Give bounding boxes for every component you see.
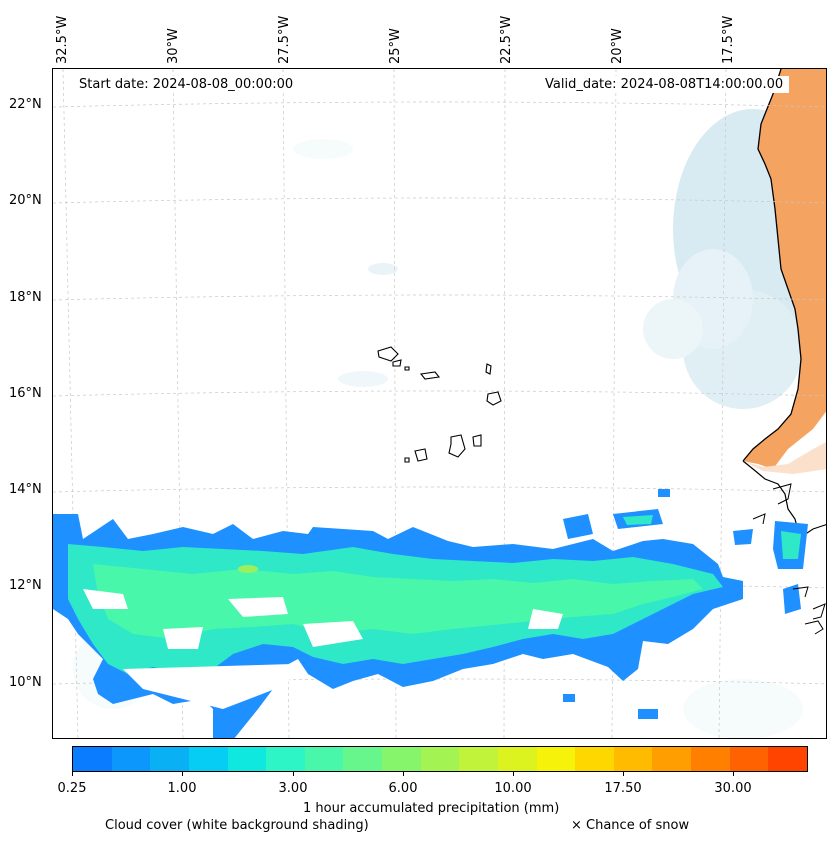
colorbar-tickmark <box>72 772 73 776</box>
colorbar-segment-10 <box>459 747 498 771</box>
colorbar-tick-0.25: 0.25 <box>57 781 87 796</box>
colorbar-segment-16 <box>691 747 730 771</box>
colorbar-tick-1.00: 1.00 <box>167 781 197 796</box>
colorbar-tick-3.00: 3.00 <box>278 781 308 796</box>
colorbar-segment-8 <box>382 747 421 771</box>
colorbar-tickmark <box>293 772 294 776</box>
snow-legend: × Chance of snow <box>571 818 690 833</box>
lat-label-18n: 18°N <box>9 290 42 305</box>
colorbar-segment-13 <box>575 747 614 771</box>
colorbar-segment-0 <box>73 747 112 771</box>
lon-label-30w: 30°W <box>166 28 181 64</box>
lon-label-22.5w: 22.5°W <box>499 15 514 64</box>
colorbar-segment-1 <box>111 747 151 771</box>
colorbar-tickmark <box>513 772 514 776</box>
colorbar-segment-11 <box>497 747 537 771</box>
colorbar-segment-17 <box>729 747 769 771</box>
lat-label-16n: 16°N <box>9 386 42 401</box>
colorbar-segment-18 <box>768 747 807 771</box>
map-canvas <box>53 69 826 738</box>
colorbar-tickmark <box>403 772 404 776</box>
lon-label-17.5w: 17.5°W <box>721 15 736 64</box>
precipitation-colorbar <box>72 746 808 772</box>
map-panel[interactable] <box>52 68 827 739</box>
colorbar-tick-17.50: 17.50 <box>604 781 642 796</box>
colorbar-tick-30.00: 30.00 <box>714 781 752 796</box>
lon-label-25w: 25°W <box>388 28 403 64</box>
lat-label-12n: 12°N <box>9 578 42 593</box>
lon-label-20w: 20°W <box>610 28 625 64</box>
start-date-label: Start date: 2024-08-08_00:00:00 <box>73 76 300 93</box>
cape-verde-islands <box>377 346 502 463</box>
colorbar-segment-14 <box>613 747 653 771</box>
colorbar-segment-2 <box>150 747 189 771</box>
colorbar-tickmark <box>733 772 734 776</box>
lon-label-32.5w: 32.5°W <box>55 15 70 64</box>
lat-label-20n: 20°N <box>9 193 42 208</box>
colorbar-segment-15 <box>652 747 691 771</box>
west-africa-coast-south <box>752 483 826 635</box>
lat-label-10n: 10°N <box>9 675 42 690</box>
colorbar-tick-10.00: 10.00 <box>494 781 532 796</box>
colorbar-segment-5 <box>266 747 305 771</box>
lat-label-14n: 14°N <box>9 482 42 497</box>
colorbar-tickmark <box>182 772 183 776</box>
colorbar-segment-4 <box>227 747 267 771</box>
colorbar-title: 1 hour accumulated precipitation (mm) <box>303 801 560 816</box>
colorbar-segment-6 <box>304 747 344 771</box>
colorbar-segment-3 <box>188 747 228 771</box>
colorbar-segment-9 <box>420 747 460 771</box>
precipitation-field <box>53 489 808 738</box>
colorbar-tickmark <box>623 772 624 776</box>
valid-date-label: Valid_date: 2024-08-08T14:00:00.00 <box>539 76 790 93</box>
lon-label-27.5w: 27.5°W <box>277 15 292 64</box>
colorbar-segment-12 <box>536 747 576 771</box>
precip-peak <box>238 565 258 573</box>
lat-label-22n: 22°N <box>9 97 42 112</box>
cloud-cover-legend: Cloud cover (white background shading) <box>105 818 369 833</box>
colorbar-tick-6.00: 6.00 <box>388 781 418 796</box>
colorbar-segment-7 <box>343 747 382 771</box>
